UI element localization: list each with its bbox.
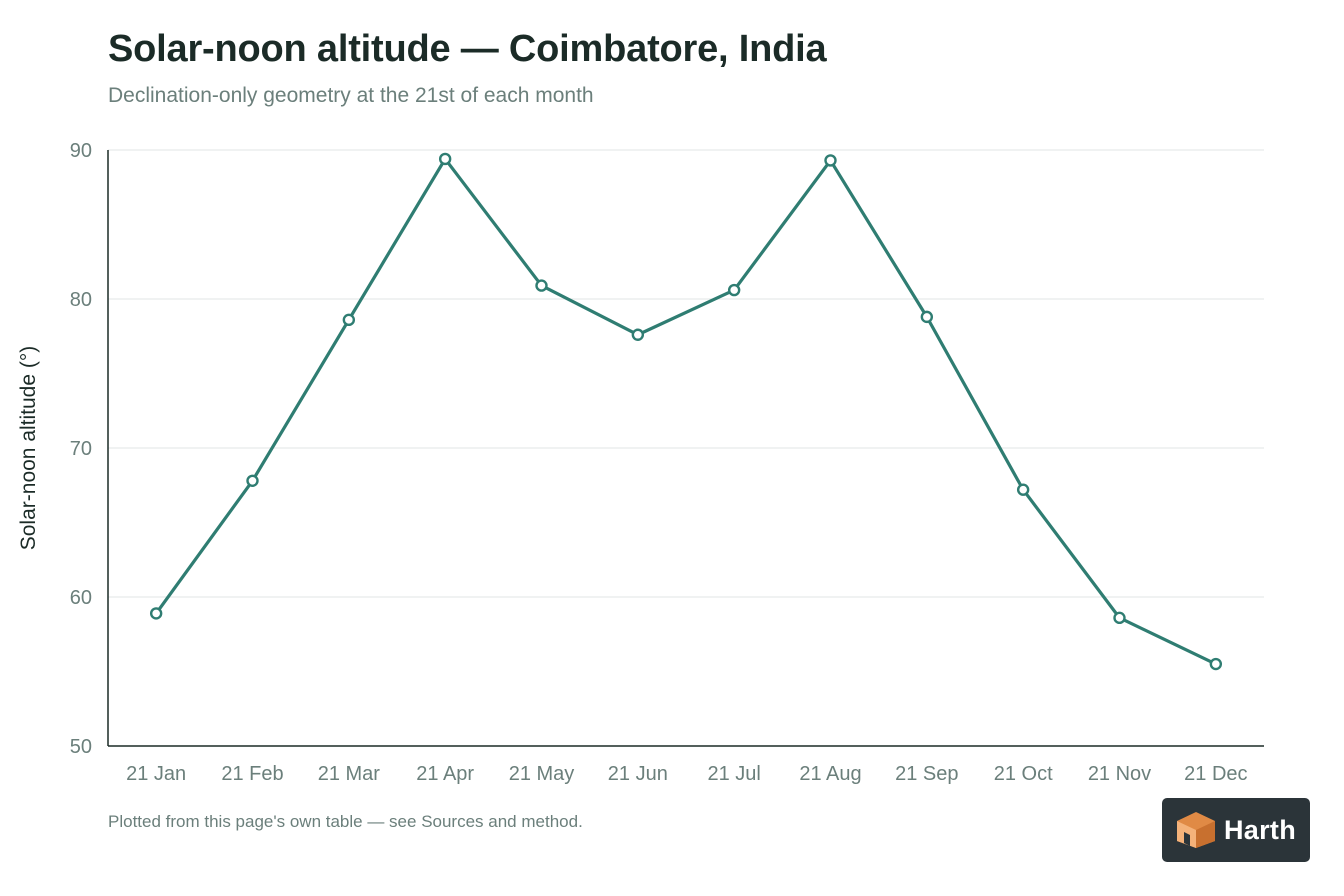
data-point-21-jul[interactable] [727,283,741,297]
chart-subtitle: Declination-only geometry at the 21st of… [108,84,594,107]
x-tick-label: 21 Nov [1088,763,1151,785]
x-tick-label: 21 Apr [416,763,474,785]
gridlines [108,149,1264,598]
y-tick-label: 90 [70,140,92,162]
x-tick-labels: 21 Jan 21 Feb 21 Mar 21 Apr 21 May 21 Jun 21 J… [126,763,1247,785]
x-tick-label: 21 Feb [221,763,283,785]
harth-logo-badge[interactable]: Harth [1162,798,1310,862]
x-tick-label: 21 Mar [318,763,381,785]
data-point-21-mar[interactable] [342,313,356,327]
y-tick-label: 50 [70,736,92,758]
y-tick-label: 80 [70,289,92,311]
x-tick-label: 21 May [509,763,575,785]
x-tick-label: 21 Jan [126,763,186,785]
x-tick-label: 21 Aug [799,763,861,785]
x-tick-label: 21 Dec [1184,763,1247,785]
data-point-21-dec[interactable] [1209,657,1223,671]
data-point-21-jun[interactable] [631,328,645,341]
y-axis-label: Solar-noon altitude (°) [17,346,40,551]
logo-wordmark: Harth [1224,814,1297,845]
data-point-21-feb[interactable] [246,474,259,487]
y-tick-label: 70 [70,438,92,460]
footnote: Plotted from this page's own table — see… [108,812,583,831]
series-line [154,157,1218,666]
y-tick-label: 60 [70,587,92,609]
data-point-21-jan[interactable] [149,607,163,620]
chart-title: Solar-noon altitude — Coimbatore, India [108,28,827,70]
data-point-21-sep[interactable] [920,310,934,324]
x-tick-label: 21 Jul [707,763,760,785]
data-point-21-oct[interactable] [1016,483,1030,496]
data-point-21-aug[interactable] [824,154,837,167]
x-tick-label: 21 Jun [608,763,668,785]
data-point-21-nov[interactable] [1113,611,1126,625]
x-tick-label: 21 Oct [994,763,1053,785]
y-tick-labels: 50 60 70 80 90 [70,140,92,758]
data-point-21-may[interactable] [535,279,548,292]
data-point-21-apr[interactable] [438,152,452,166]
series-group [149,152,1223,671]
cube-logo-icon [1177,812,1215,848]
x-tick-label: 21 Sep [895,763,958,785]
